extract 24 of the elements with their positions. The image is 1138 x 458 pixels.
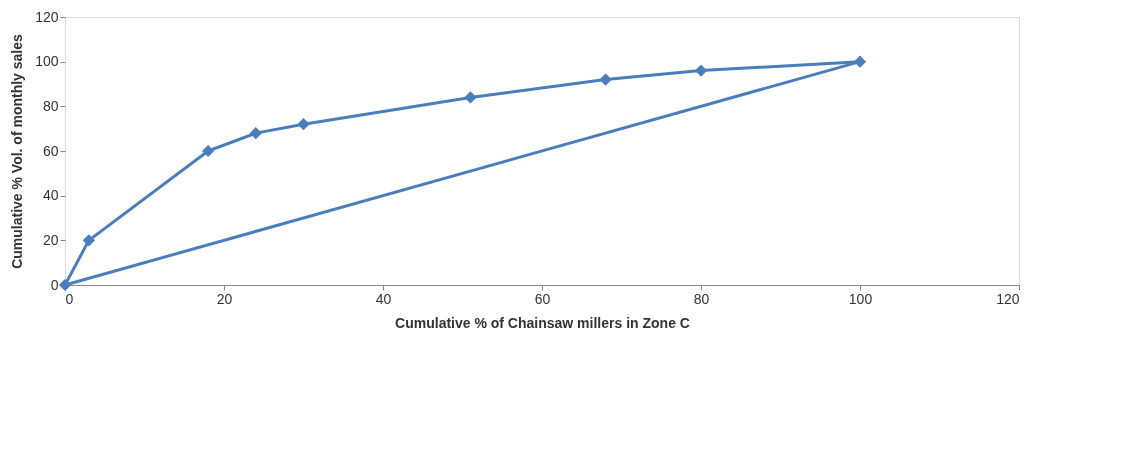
y-tick-label: 80	[42, 97, 59, 114]
x-tick-label: 60	[534, 290, 551, 307]
x-tick-label: 120	[996, 290, 1020, 307]
y-tick-label: 100	[35, 53, 59, 70]
x-tick-label: 80	[693, 290, 710, 307]
point	[249, 127, 262, 140]
y-axis-title: Cumulative % Vol. of monthly sales	[9, 33, 26, 269]
x-tick-label: 0	[65, 290, 74, 307]
y-tick-label: 0	[50, 276, 59, 293]
x-axis-title: Cumulative % of Chainsaw millers in Zone C	[395, 314, 690, 331]
point	[82, 234, 95, 247]
y-tick-label: 20	[42, 231, 59, 248]
y-tick-label: 40	[42, 187, 59, 204]
point	[694, 64, 708, 77]
point	[297, 118, 310, 131]
y-tick-label: 120	[35, 8, 59, 25]
x-tick-label: 20	[216, 290, 233, 307]
x-tick-label: 40	[375, 290, 392, 307]
point	[599, 73, 612, 86]
y-tick-label: 60	[42, 142, 59, 159]
x-tick-label: 100	[848, 290, 873, 307]
point	[464, 91, 477, 104]
point	[201, 144, 215, 158]
point	[58, 278, 72, 292]
